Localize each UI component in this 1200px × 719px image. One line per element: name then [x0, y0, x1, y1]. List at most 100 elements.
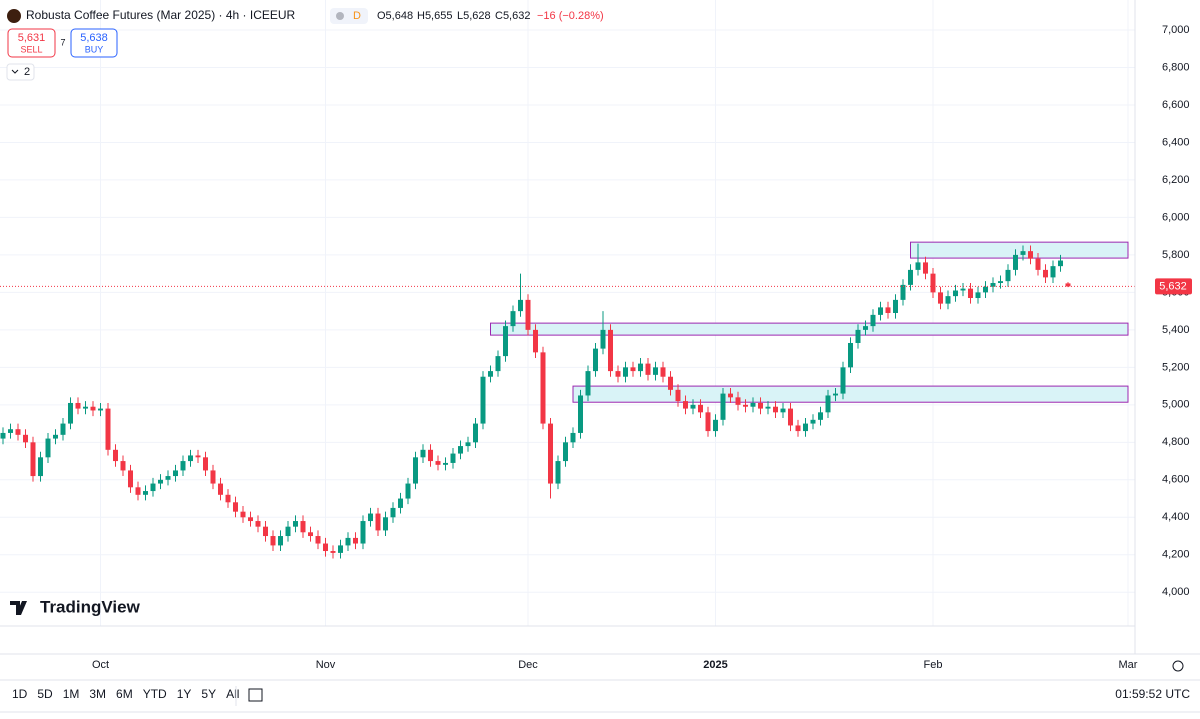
range-button[interactable]: All [226, 687, 239, 701]
range-button[interactable]: 6M [116, 687, 133, 701]
candle-body [975, 292, 981, 299]
candle-body [698, 404, 703, 413]
calendar-icon[interactable] [248, 688, 263, 702]
buy-button[interactable] [70, 28, 118, 58]
candle-body [945, 296, 951, 304]
candle-body [1065, 283, 1071, 287]
candle-body [218, 483, 223, 495]
grid [0, 0, 1135, 626]
time-axis: Oct Nov Dec 2025 Feb Mar [92, 659, 1138, 671]
candle-body [75, 402, 81, 409]
y-tick-label: 6,800 [1162, 61, 1190, 73]
candle-body [360, 521, 366, 544]
candle-body [203, 457, 208, 471]
y-tick-label: 6,200 [1162, 174, 1190, 186]
candle-body [893, 299, 898, 313]
candle-body [150, 483, 156, 492]
candle-body [953, 290, 958, 297]
y-tick-label: 4,200 [1162, 549, 1190, 561]
range-button[interactable]: 1Y [177, 687, 192, 701]
range-button[interactable]: 5Y [201, 687, 216, 701]
range-button[interactable]: 3M [89, 687, 106, 701]
candle-body [345, 537, 351, 546]
range-button[interactable]: 1M [63, 687, 80, 701]
candle-body [120, 461, 126, 471]
candle-body [98, 408, 103, 411]
candle-body [788, 408, 793, 426]
candle-body [1020, 251, 1026, 255]
candle-body [105, 408, 111, 450]
indicator-toggle[interactable] [6, 63, 35, 81]
y-tick-label: 4,400 [1162, 511, 1190, 523]
sell-label: SELL [20, 44, 42, 54]
candle-body [968, 288, 973, 299]
candle-body [188, 455, 193, 462]
candle-body [398, 498, 403, 508]
candle-body [293, 521, 298, 527]
candle-body [315, 536, 321, 544]
candle-body [765, 406, 771, 409]
y-tick-label: 4,800 [1162, 436, 1190, 448]
buy-price: 5,638 [80, 32, 108, 44]
candle-body [758, 402, 763, 409]
candle-body [473, 423, 478, 443]
candle-body [803, 423, 808, 432]
ohlc-low: L5,628 [457, 10, 491, 22]
candle-body [405, 483, 411, 499]
candle-body [1013, 254, 1018, 270]
candle-body [585, 371, 591, 396]
candle-body [645, 363, 651, 375]
candle-body [83, 406, 88, 409]
candle-body [173, 470, 178, 477]
candle-body [870, 314, 876, 327]
spread: 7 [60, 37, 65, 47]
candle-body [555, 461, 561, 484]
candle-body [180, 461, 186, 471]
candle-body [330, 551, 336, 553]
candle-body [480, 376, 486, 424]
symbol-title: Robusta Coffee Futures (Mar 2025) · 4h ·… [26, 8, 296, 22]
badge-box[interactable] [330, 8, 368, 24]
candle-body [240, 511, 246, 518]
candle-body [443, 462, 448, 465]
candle-body [368, 513, 373, 522]
range-button[interactable]: 1D [12, 687, 28, 701]
x-tick-label: Feb [924, 659, 943, 671]
candle-body [135, 487, 141, 495]
candle-body [878, 307, 883, 315]
sell-price: 5,631 [18, 32, 46, 44]
symbol-icon [7, 9, 21, 23]
ohlc-close: C5,632 [495, 10, 530, 22]
candle-body [225, 494, 231, 503]
candle-body [383, 517, 388, 531]
candle-body [308, 532, 313, 537]
price-axis: 4,000 4,200 4,400 4,600 4,800 5,000 5,200 5,400… [1155, 24, 1192, 598]
candle-body [623, 367, 628, 377]
candle-body [900, 284, 906, 300]
candles [0, 243, 1135, 559]
settings-icon[interactable] [1172, 660, 1184, 672]
last-price-box [1155, 278, 1192, 295]
candle-body [810, 419, 816, 424]
y-tick-label: 5,400 [1162, 324, 1190, 336]
candle-body [518, 299, 523, 312]
candle-body [773, 406, 778, 413]
candle-body [638, 363, 643, 372]
candle-body [338, 545, 343, 553]
range-button[interactable]: 5D [37, 687, 53, 701]
candle-body [990, 283, 996, 287]
candle-body [705, 412, 711, 432]
zones [490, 241, 1129, 403]
range-button[interactable]: YTD [143, 687, 167, 701]
candle-body [930, 273, 936, 293]
candle-body [863, 326, 868, 330]
candle-body [435, 461, 441, 465]
candle-body [278, 536, 283, 546]
sell-button[interactable] [7, 28, 56, 58]
candle-body [263, 526, 268, 537]
candle-body [675, 389, 681, 402]
candle-body [525, 299, 531, 330]
zone [490, 322, 1129, 336]
logo-mark [10, 601, 27, 615]
candle-body [600, 329, 606, 349]
